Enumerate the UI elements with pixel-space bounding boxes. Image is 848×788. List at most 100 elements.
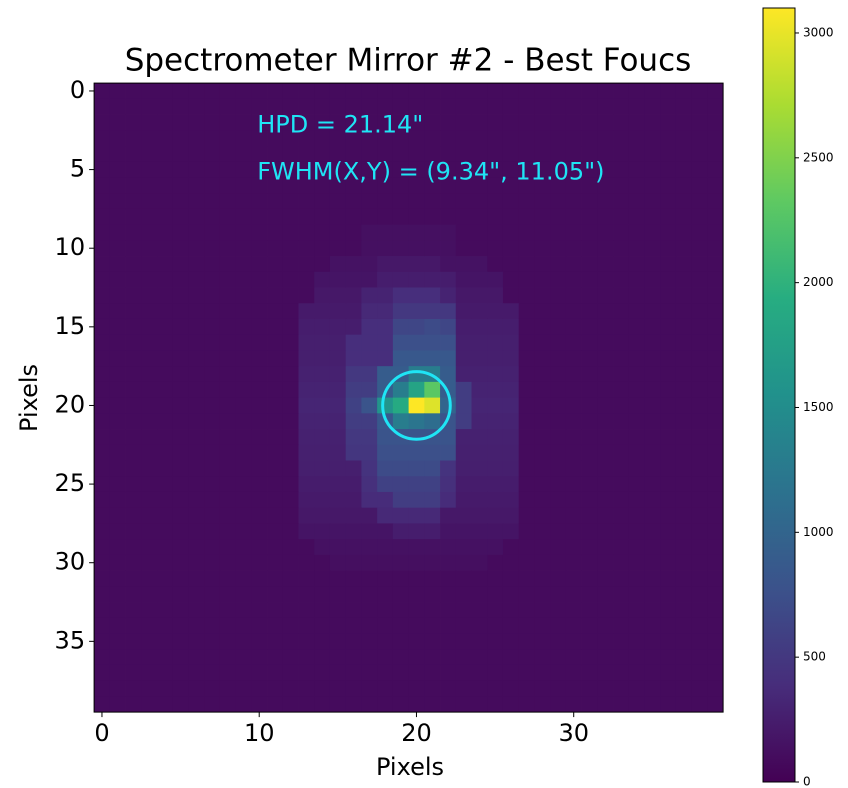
heatmap-cell [157,413,174,430]
heatmap-cell [550,523,567,540]
heatmap-cell [644,193,661,210]
heatmap-cell [109,429,126,446]
heatmap-cell [408,523,425,540]
heatmap-cell [408,633,425,650]
heatmap-cell [172,303,189,320]
heatmap-cell [660,664,677,682]
heatmap-cell [251,397,268,414]
heatmap-cell [204,146,221,163]
heatmap-cell [534,208,551,226]
heatmap-cell [644,664,661,682]
heatmap-cell [157,334,174,351]
heatmap-cell [141,554,158,571]
heatmap-cell [440,130,457,147]
heatmap-cell [157,303,174,320]
heatmap-cell [408,680,425,697]
heatmap-cell [487,350,504,367]
heatmap-cell [534,491,551,509]
heatmap-cell [361,602,378,619]
heatmap-cell [251,649,268,666]
heatmap-cell [361,130,378,147]
heatmap-cell [109,303,126,320]
y-tick-label: 25 [55,469,86,497]
heatmap-cell [502,649,520,666]
heatmap-cell [424,586,441,603]
heatmap-cell [534,413,551,430]
heatmap-cell [392,696,409,713]
heatmap-cell [424,177,441,194]
heatmap-cell [613,633,630,650]
heatmap-cell [518,633,535,650]
heatmap-cell [487,570,504,587]
heatmap-cell [660,350,677,367]
heatmap-cell [691,602,708,619]
heatmap-cell [675,429,693,446]
heatmap-cell [691,444,708,461]
heatmap-cell [314,554,331,571]
heatmap-cell [644,271,661,288]
heatmap-cell [282,602,299,619]
heatmap-cell [188,633,205,650]
heatmap-cell [345,539,362,556]
heatmap-cell [550,366,567,383]
heatmap-cell [471,617,488,634]
heatmap-cell [518,523,535,540]
heatmap-cell [251,570,268,587]
heatmap-cell [188,570,205,587]
heatmap-cell [267,224,284,241]
heatmap-cell [361,523,378,540]
heatmap-cell [691,130,708,147]
heatmap-cell [141,476,158,493]
heatmap-cell [345,633,362,650]
heatmap-cell [377,570,394,587]
heatmap-cell [613,224,630,241]
heatmap-cell [628,114,645,131]
heatmap-cell [267,161,284,178]
heatmap-cell [157,680,174,697]
heatmap-cell [440,98,457,115]
heatmap-cell [267,334,284,351]
heatmap-cell [94,240,111,257]
heatmap-cell [628,664,645,682]
heatmap-cell [298,334,315,351]
heatmap-cell [392,287,409,304]
heatmap-cell [282,523,299,540]
heatmap-cell [141,649,158,666]
heatmap-cell [691,381,708,398]
heatmap-cell [267,602,284,619]
heatmap-cell [377,193,394,210]
heatmap-cell [392,193,409,210]
y-tick-label: 35 [55,626,86,654]
heatmap-cell [314,256,331,273]
heatmap-cell [550,83,567,100]
heatmap-cell [675,381,693,398]
heatmap-cell [109,476,126,493]
heatmap-cell [377,664,394,682]
heatmap-cell [267,617,284,634]
heatmap-cell [267,256,284,273]
heatmap-cell [298,318,315,336]
heatmap-cell [487,177,504,194]
heatmap-cell [361,664,378,682]
heatmap-cell [329,554,347,571]
heatmap-cell [204,444,221,461]
heatmap-cell [534,318,551,336]
heatmap-cell [314,98,331,115]
heatmap-cell [377,554,394,571]
heatmap-cell [502,334,520,351]
heatmap-cell [691,224,708,241]
heatmap-cell [644,444,661,461]
heatmap-cell [424,539,441,556]
heatmap-cell [707,649,724,666]
heatmap-cell [581,177,598,194]
heatmap-cell [204,602,221,619]
heatmap-cell [675,271,693,288]
heatmap-cell [502,444,520,461]
heatmap-cell [440,586,457,603]
heatmap-cell [251,664,268,682]
heatmap-cell [487,491,504,509]
heatmap-cell [267,114,284,131]
heatmap-cell [487,696,504,713]
heatmap-cell [471,649,488,666]
heatmap-cell [440,397,457,414]
